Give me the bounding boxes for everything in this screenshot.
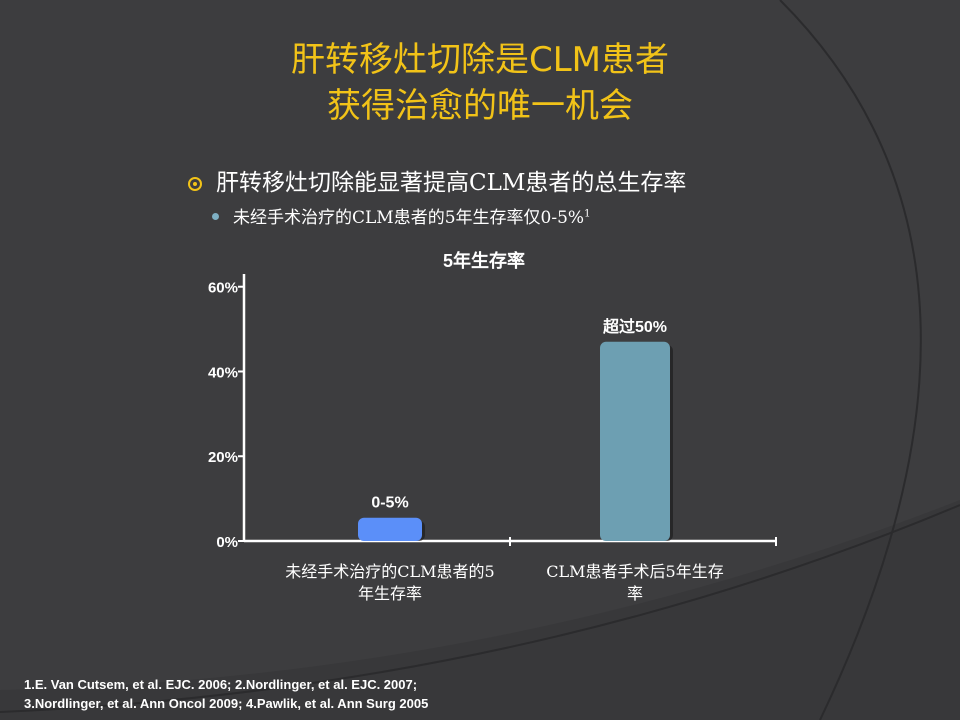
x-category-label: 年生存率	[358, 584, 422, 603]
chart-title: 5年生存率	[443, 250, 525, 271]
slide-title-line2: 获得治愈的唯一机会	[327, 86, 633, 126]
reference-line-2: 3.Nordlinger, et al. Ann Oncol 2009; 4.P…	[24, 696, 429, 711]
y-tick-label: 20%	[208, 449, 238, 466]
y-tick-label: 0%	[216, 534, 238, 551]
circle-bullet-icon	[188, 177, 202, 191]
reference-line-1: 1.E. Van Cutsem, et al. EJC. 2006; 2.Nor…	[24, 677, 418, 692]
bullet-main: 肝转移灶切除能显著提高CLM患者的总生存率	[188, 163, 686, 197]
bullet-sub-text: 未经手术治疗的CLM患者的5年生存率仅0-5%	[233, 208, 585, 228]
bullet-sub-footnote-ref: 1	[584, 208, 591, 220]
y-tick-label: 60%	[208, 280, 238, 297]
y-tick-label: 40%	[208, 364, 238, 381]
x-category-label: 率	[627, 584, 643, 603]
bar	[358, 517, 422, 541]
bar-data-label: 超过50%	[602, 317, 667, 336]
bar-data-label: 0-5%	[371, 495, 408, 512]
x-category-label: 未经手术治疗的CLM患者的5	[285, 562, 494, 581]
bullet-main-text: 肝转移灶切除能显著提高CLM患者的总生存率	[216, 170, 687, 196]
dot-bullet-icon	[212, 213, 219, 220]
x-category-label: CLM患者手术后5年生存	[546, 562, 723, 581]
bullet-sub: 未经手术治疗的CLM患者的5年生存率仅0-5%1	[212, 203, 590, 228]
slide-title-line1: 肝转移灶切除是CLM患者	[290, 40, 670, 80]
bar	[600, 341, 670, 541]
references: 1.E. Van Cutsem, et al. EJC. 2006; 2.Nor…	[24, 675, 428, 713]
